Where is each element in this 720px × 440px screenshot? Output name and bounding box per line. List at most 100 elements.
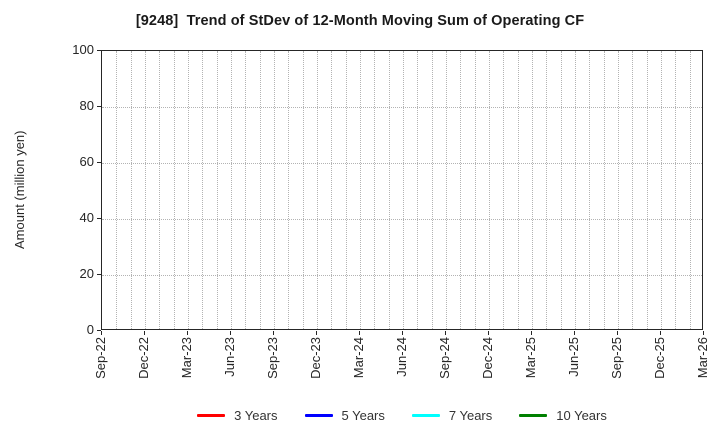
y-tick-mark <box>97 218 101 219</box>
vertical-gridline <box>546 51 548 329</box>
legend-line-swatch <box>304 413 333 417</box>
vertical-gridline <box>589 51 591 329</box>
vertical-gridline <box>130 51 132 329</box>
y-tick-mark <box>97 274 101 275</box>
legend-item: 7 Years <box>411 407 493 423</box>
y-tick-label: 0 <box>86 322 94 337</box>
legend-item: 5 Years <box>304 407 385 423</box>
horizontal-gridline <box>102 275 702 276</box>
vertical-gridline <box>188 51 189 329</box>
x-tick-label: Mar-26 <box>695 337 710 379</box>
x-tick-mark <box>359 331 360 335</box>
vertical-gridline <box>489 51 490 329</box>
x-tick-label: Mar-23 <box>179 337 194 379</box>
vertical-gridline <box>431 51 433 329</box>
x-tick-mark <box>445 331 446 335</box>
vertical-gridline <box>173 51 175 329</box>
legend-line-swatch <box>197 413 226 417</box>
vertical-gridline <box>661 51 662 329</box>
vertical-gridline <box>646 51 648 329</box>
vertical-gridline <box>417 51 419 329</box>
vertical-gridline <box>460 51 462 329</box>
x-tick-mark <box>703 331 704 335</box>
y-tick-label: 60 <box>79 154 94 169</box>
vertical-gridline <box>145 51 146 329</box>
vertical-gridline <box>388 51 390 329</box>
vertical-gridline <box>474 51 476 329</box>
x-tick-mark <box>316 331 317 335</box>
vertical-gridline <box>689 51 691 329</box>
vertical-gridline <box>517 51 519 329</box>
x-tick-mark <box>187 331 188 335</box>
legend-item-label: 7 Years <box>448 407 493 423</box>
x-tick-label: Sep-24 <box>437 337 452 379</box>
x-tick-mark <box>531 331 532 335</box>
x-tick-label: Dec-23 <box>308 337 323 379</box>
vertical-gridline <box>231 51 232 329</box>
vertical-gridline <box>675 51 677 329</box>
x-tick-mark <box>101 331 102 335</box>
plot-area <box>101 50 703 330</box>
vertical-gridline <box>632 51 634 329</box>
x-tick-mark <box>574 331 575 335</box>
x-tick-mark <box>488 331 489 335</box>
vertical-gridline <box>560 51 562 329</box>
legend: 3 Years 5 Years 7 Years 10 Years <box>101 403 703 427</box>
vertical-gridline <box>259 51 261 329</box>
y-tick-mark <box>97 106 101 107</box>
vertical-gridline <box>159 51 161 329</box>
vertical-gridline <box>202 51 204 329</box>
y-tick-label: 100 <box>72 42 94 57</box>
legend-item: 3 Years <box>197 407 278 423</box>
x-tick-label: Jun-24 <box>394 337 409 377</box>
vertical-gridline <box>345 51 347 329</box>
horizontal-gridline <box>102 219 702 220</box>
y-tick-mark <box>97 330 101 331</box>
chart-title: [9248] Trend of StDev of 12-Month Moving… <box>135 13 585 29</box>
horizontal-gridline <box>102 163 702 164</box>
x-tick-label: Jun-23 <box>222 337 237 377</box>
y-tick-mark <box>97 162 101 163</box>
legend-item: 10 Years <box>519 408 607 423</box>
legend-item-label: 5 Years <box>341 407 385 423</box>
y-axis-label: Amount (million yen) <box>12 130 27 250</box>
vertical-gridline <box>603 51 605 329</box>
vertical-gridline <box>274 51 275 329</box>
x-tick-label: Dec-25 <box>652 337 667 379</box>
x-tick-label: Sep-23 <box>265 337 280 379</box>
legend-line-swatch <box>411 413 440 417</box>
vertical-gridline <box>374 51 376 329</box>
vertical-gridline <box>575 51 576 329</box>
legend-item-label: 10 Years <box>556 407 607 423</box>
x-tick-mark <box>402 331 403 335</box>
legend-item-label: 3 Years <box>234 407 278 423</box>
vertical-gridline <box>116 51 118 329</box>
y-tick-mark <box>97 50 101 51</box>
vertical-gridline <box>331 51 333 329</box>
vertical-gridline <box>446 51 447 329</box>
vertical-gridline <box>317 51 318 329</box>
vertical-gridline <box>288 51 290 329</box>
x-tick-label: Dec-24 <box>480 337 495 379</box>
vertical-gridline <box>532 51 533 329</box>
y-tick-label: 20 <box>79 266 94 281</box>
x-tick-label: Dec-22 <box>136 337 151 379</box>
x-tick-label: Sep-22 <box>93 337 108 379</box>
x-tick-label: Mar-25 <box>523 337 538 379</box>
horizontal-gridline <box>102 107 702 108</box>
x-tick-mark <box>144 331 145 335</box>
x-tick-mark <box>660 331 661 335</box>
vertical-gridline <box>360 51 361 329</box>
vertical-gridline <box>503 51 505 329</box>
vertical-gridline <box>302 51 304 329</box>
x-tick-mark <box>273 331 274 335</box>
x-tick-label: Sep-25 <box>609 337 624 379</box>
x-tick-mark <box>617 331 618 335</box>
x-tick-mark <box>230 331 231 335</box>
vertical-gridline <box>245 51 247 329</box>
y-tick-label: 40 <box>79 210 94 225</box>
vertical-gridline <box>216 51 218 329</box>
y-tick-label: 80 <box>79 98 94 113</box>
x-tick-label: Mar-24 <box>351 337 366 379</box>
